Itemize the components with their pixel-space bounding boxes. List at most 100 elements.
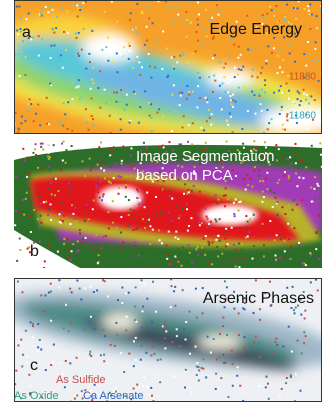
speckle-dot: [155, 311, 157, 313]
speckle-dot: [288, 204, 290, 206]
speckle-dot: [207, 336, 209, 338]
speckle-dot: [127, 77, 129, 79]
speckle-dot: [47, 155, 49, 157]
speckle-dot: [116, 71, 118, 73]
speckle-dot: [229, 95, 231, 97]
speckle-dot: [233, 202, 235, 204]
speckle-dot: [71, 130, 73, 132]
speckle-dot: [230, 79, 232, 81]
speckle-dot: [223, 195, 225, 197]
speckle-dot: [172, 66, 174, 68]
speckle-dot: [195, 288, 197, 290]
speckle-dot: [90, 286, 92, 288]
speckle-dot: [196, 362, 198, 364]
speckle-dot: [224, 91, 226, 93]
speckle-dot: [233, 213, 235, 215]
speckle-dot: [125, 184, 127, 186]
speckle-dot: [48, 158, 50, 160]
panel-title: Arsenic Phases: [203, 290, 314, 307]
speckle-dot: [309, 171, 311, 173]
speckle-dot: [77, 15, 79, 17]
speckle-dot: [152, 22, 154, 24]
speckle-dot: [280, 238, 282, 240]
speckle-dot: [29, 385, 31, 387]
speckle-dot: [152, 281, 154, 283]
speckle-dot: [201, 222, 203, 224]
speckle-dot: [47, 11, 49, 13]
speckle-dot: [300, 268, 302, 270]
speckle-dot: [45, 201, 47, 203]
speckle-dot: [215, 220, 217, 222]
speckle-dot: [18, 53, 20, 55]
speckle-dot: [311, 13, 313, 15]
speckle-dot: [218, 14, 220, 16]
speckle-dot: [298, 92, 300, 94]
speckle-dot: [152, 346, 154, 348]
speckle-dot: [180, 17, 182, 19]
speckle-dot: [62, 67, 64, 69]
speckle-dot: [242, 143, 244, 145]
speckle-dot: [109, 166, 111, 168]
speckle-dot: [262, 180, 264, 182]
speckle-dot: [163, 189, 165, 191]
speckle-dot: [25, 330, 27, 332]
speckle-dot: [251, 48, 253, 50]
speckle-dot: [157, 359, 159, 361]
speckle-dot: [306, 128, 308, 130]
speckle-dot: [40, 215, 42, 217]
speckle-dot: [65, 49, 67, 51]
speckle-dot: [215, 239, 217, 241]
speckle-dot: [78, 32, 80, 34]
speckle-dot: [271, 52, 273, 54]
speckle-dot: [137, 190, 139, 192]
speckle-dot: [51, 193, 53, 195]
speckle-dot: [48, 123, 50, 125]
speckle-dot: [67, 101, 69, 103]
speckle-dot: [47, 146, 49, 148]
speckle-dot: [246, 105, 248, 107]
speckle-dot: [262, 223, 264, 225]
speckle-dot: [226, 141, 228, 143]
speckle-dot: [204, 207, 206, 209]
speckle-dot: [151, 395, 153, 397]
speckle-dot: [121, 163, 123, 165]
speckle-dot: [262, 191, 264, 193]
speckle-dot: [225, 120, 227, 122]
speckle-dot: [164, 321, 166, 323]
speckle-dot: [205, 9, 207, 11]
speckle-dot: [128, 353, 130, 355]
speckle-dot: [247, 49, 249, 51]
speckle-dot: [40, 203, 42, 205]
speckle-dot: [226, 334, 228, 336]
speckle-dot: [90, 169, 92, 171]
speckle-dot: [186, 21, 188, 23]
speckle-dot: [316, 188, 318, 190]
speckle-dot: [202, 43, 204, 45]
speckle-dot: [155, 259, 157, 261]
speckle-dot: [237, 73, 239, 75]
speckle-dot: [305, 166, 307, 168]
speckle-dot: [150, 103, 152, 105]
speckle-dot: [63, 102, 65, 104]
speckle-dot: [225, 228, 227, 230]
speckle-dot: [76, 394, 78, 396]
speckle-dot: [304, 310, 306, 312]
speckle-dot: [295, 18, 297, 20]
speckle-dot: [241, 128, 243, 130]
speckle-dot: [83, 28, 85, 30]
speckle-dot: [198, 369, 200, 371]
speckle-dot: [117, 299, 119, 301]
speckle-dot: [251, 186, 253, 188]
speckle-dot: [238, 46, 240, 48]
speckle-dot: [77, 7, 79, 9]
speckle-dot: [291, 226, 293, 228]
speckle-dot: [46, 207, 48, 209]
speckle-dot: [71, 112, 73, 114]
speckle-dot: [123, 46, 125, 48]
speckle-dot: [55, 27, 57, 29]
speckle-dot: [198, 379, 200, 381]
speckle-dot: [144, 206, 146, 208]
speckle-dot: [142, 306, 144, 308]
speckle-dot: [158, 108, 160, 110]
speckle-dot: [78, 85, 80, 87]
